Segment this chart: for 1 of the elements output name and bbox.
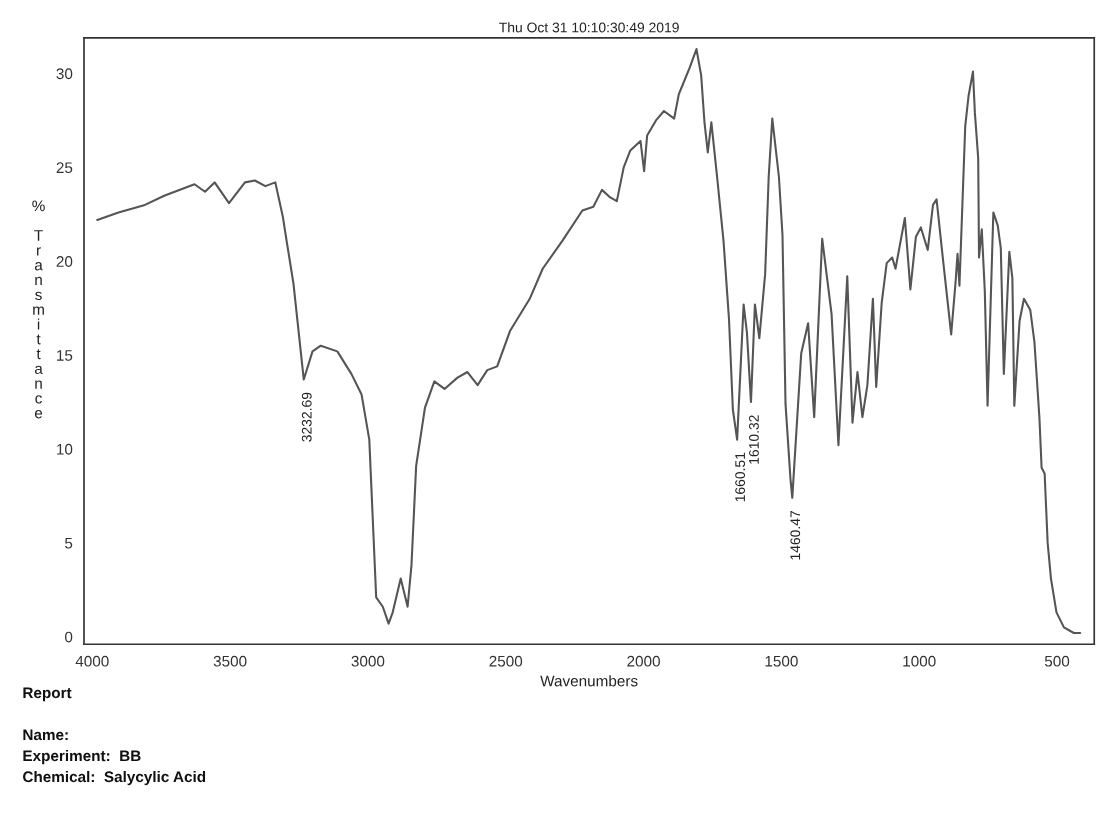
line-series bbox=[96, 48, 1082, 635]
